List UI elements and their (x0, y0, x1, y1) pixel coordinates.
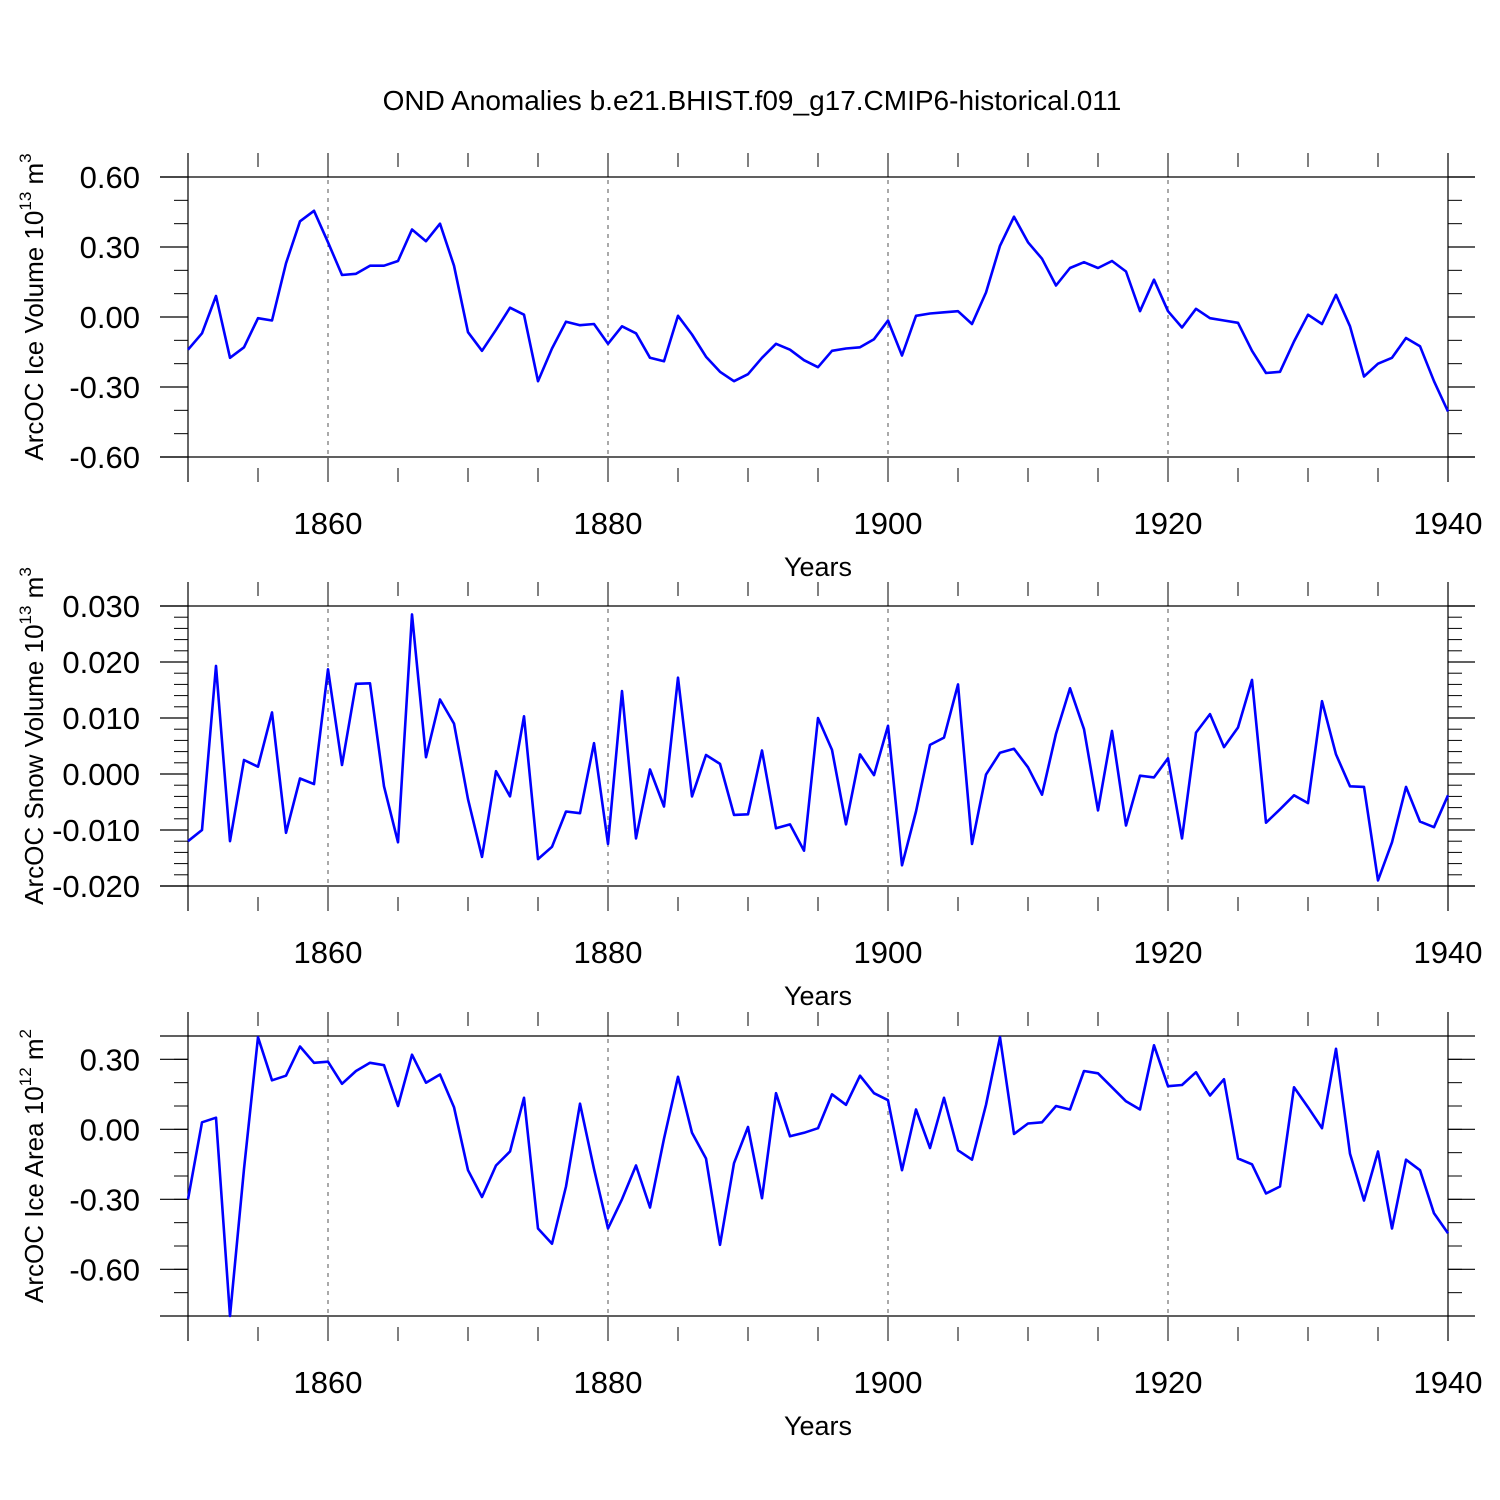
y-tick-label: -0.30 (69, 370, 140, 405)
panel-ice-area: -0.60 -0.30 0.00 0.30 1860 1880 1900 1920 1940 Ye… (16, 1012, 1482, 1441)
x-tick-label: 1900 (854, 935, 923, 970)
y-tick-label: 0.020 (62, 645, 140, 680)
x-tick-label: 1900 (854, 506, 923, 541)
panel-ice-volume: -0.60 -0.30 0.00 0.30 0.60 1860 1880 1900 1920 19… (16, 153, 1482, 582)
y-tick-label: -0.30 (69, 1182, 140, 1217)
y-tick-label: 0.30 (80, 1042, 140, 1077)
x-tick-label: 1860 (294, 1365, 363, 1400)
y-tick-label: 0.00 (80, 1112, 140, 1147)
y-tick-label: 0.030 (62, 589, 140, 624)
y-tick-label: -0.60 (69, 1252, 140, 1287)
y-tick-label: 0.000 (62, 757, 140, 792)
chart-title: OND Anomalies b.e21.BHIST.f09_g17.CMIP6-… (383, 85, 1122, 116)
x-tick-label: 1940 (1414, 506, 1483, 541)
panel-snow-volume: -0.020 -0.010 0.000 0.010 0.020 0.030 1860 1880… (16, 567, 1482, 1011)
y-tick-label: 0.30 (80, 230, 140, 265)
y-tick-label: -0.010 (52, 813, 140, 848)
y-tick-label: -0.020 (52, 869, 140, 904)
y-tick-label: 0.60 (80, 160, 140, 195)
series-line-ice-area (186, 1035, 1450, 1318)
series-line-snow-volume (187, 613, 1450, 882)
x-tick-label: 1920 (1134, 506, 1203, 541)
x-tick-label: 1880 (574, 506, 643, 541)
x-tick-label: 1920 (1134, 935, 1203, 970)
x-tick-label: 1860 (294, 935, 363, 970)
y-axis-label: ArcOC Ice Volume 1013 m3 (16, 153, 49, 460)
y-axis-label: ArcOC Ice Area 1012 m2 (16, 1029, 49, 1303)
y-axis-label: ArcOC Snow Volume 1013 m3 (16, 567, 49, 905)
x-axis-label: Years (784, 981, 852, 1011)
x-tick-label: 1880 (574, 1365, 643, 1400)
y-tick-label: -0.60 (69, 440, 140, 475)
x-axis-label: Years (784, 1411, 852, 1441)
x-axis-label: Years (784, 552, 852, 582)
x-tick-label: 1920 (1134, 1365, 1203, 1400)
y-tick-label: 0.00 (80, 300, 140, 335)
x-tick-label: 1860 (294, 506, 363, 541)
x-tick-label: 1940 (1414, 935, 1483, 970)
series-line-ice-volume (187, 209, 1450, 413)
x-tick-label: 1940 (1414, 1365, 1483, 1400)
y-tick-label: 0.010 (62, 701, 140, 736)
x-tick-label: 1900 (854, 1365, 923, 1400)
x-tick-label: 1880 (574, 935, 643, 970)
